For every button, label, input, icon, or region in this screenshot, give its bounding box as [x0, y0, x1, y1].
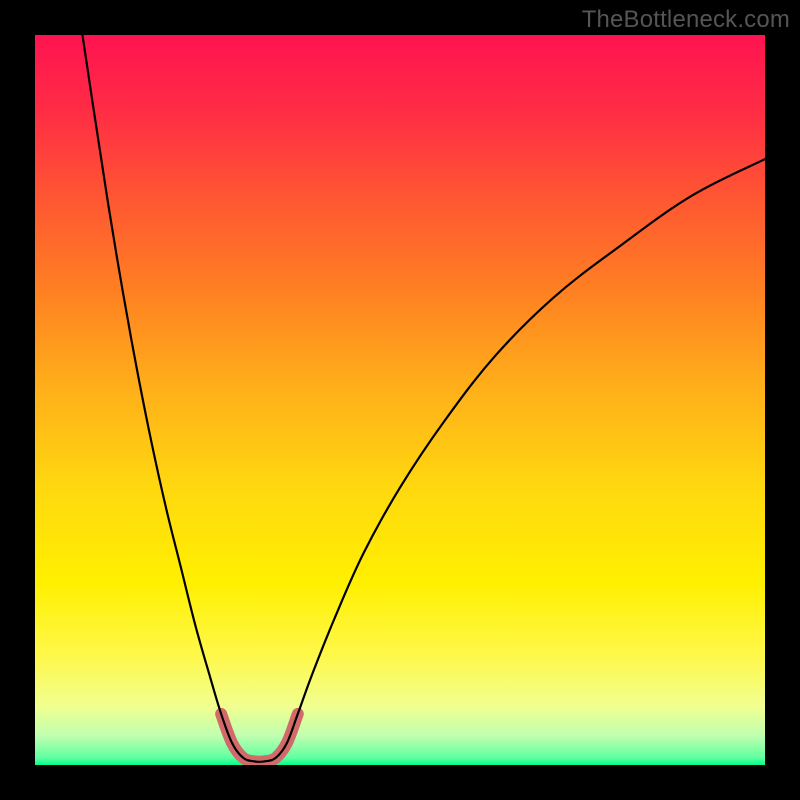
gradient-background: [35, 35, 765, 765]
chart-svg: [0, 0, 800, 800]
watermark-text: TheBottleneck.com: [582, 6, 790, 34]
bottleneck-chart: TheBottleneck.com: [0, 0, 800, 800]
